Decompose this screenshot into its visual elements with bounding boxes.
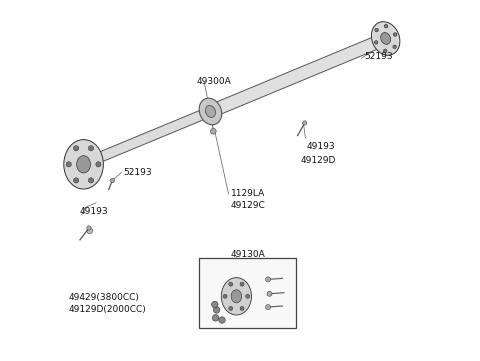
Circle shape: [302, 121, 307, 125]
Circle shape: [212, 315, 219, 321]
Ellipse shape: [205, 105, 216, 117]
Circle shape: [384, 49, 387, 53]
Ellipse shape: [372, 22, 400, 55]
Circle shape: [265, 305, 271, 310]
Circle shape: [88, 146, 94, 151]
Text: 1129LA: 1129LA: [231, 188, 265, 197]
Circle shape: [375, 28, 378, 32]
Circle shape: [223, 294, 227, 298]
Circle shape: [393, 33, 397, 36]
Circle shape: [210, 129, 216, 134]
Circle shape: [240, 306, 244, 310]
Ellipse shape: [199, 98, 222, 125]
Text: 49429(3800CC): 49429(3800CC): [68, 293, 139, 302]
Circle shape: [87, 226, 91, 230]
Circle shape: [219, 317, 225, 323]
Circle shape: [240, 282, 244, 286]
Circle shape: [66, 162, 72, 167]
Polygon shape: [84, 156, 92, 168]
Circle shape: [246, 294, 250, 298]
Polygon shape: [85, 108, 211, 167]
Ellipse shape: [64, 140, 103, 189]
Text: 49130A: 49130A: [231, 250, 266, 259]
Ellipse shape: [231, 290, 242, 303]
Text: 49129D: 49129D: [300, 156, 336, 165]
Circle shape: [212, 301, 218, 308]
Ellipse shape: [381, 32, 391, 44]
Ellipse shape: [221, 278, 252, 315]
Circle shape: [393, 45, 396, 49]
Polygon shape: [212, 34, 386, 116]
Text: 49193: 49193: [307, 142, 335, 151]
Ellipse shape: [77, 156, 91, 173]
Circle shape: [88, 178, 94, 183]
Circle shape: [87, 228, 93, 234]
Circle shape: [384, 24, 388, 28]
Circle shape: [267, 291, 272, 296]
Circle shape: [214, 307, 220, 313]
Circle shape: [110, 178, 115, 183]
Text: 49300A: 49300A: [197, 77, 231, 86]
Text: 49129D(2000CC): 49129D(2000CC): [68, 305, 146, 314]
Circle shape: [229, 282, 233, 286]
Circle shape: [265, 277, 271, 282]
Text: 49193: 49193: [80, 206, 108, 216]
Text: 52193: 52193: [123, 168, 152, 177]
Circle shape: [73, 146, 79, 151]
Circle shape: [229, 306, 233, 310]
Circle shape: [96, 162, 101, 167]
Text: 52193: 52193: [364, 52, 393, 61]
Circle shape: [73, 178, 79, 183]
Bar: [199, 258, 296, 328]
Text: 49129C: 49129C: [231, 201, 266, 210]
Circle shape: [374, 41, 378, 44]
